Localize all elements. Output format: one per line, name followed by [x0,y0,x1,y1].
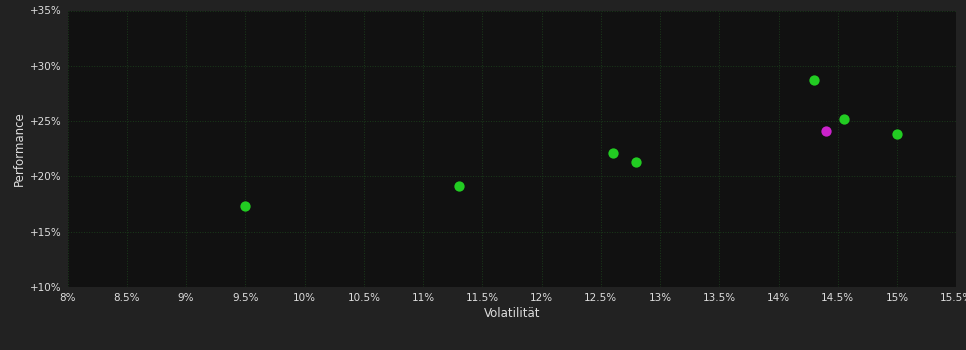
Point [836,116,851,122]
Point [605,150,620,156]
Point [451,183,467,189]
Point [818,128,834,134]
Point [238,203,253,209]
Point [807,77,822,83]
Point [890,132,905,137]
Y-axis label: Performance: Performance [14,111,26,186]
X-axis label: Volatilität: Volatilität [484,307,540,320]
Point [629,159,644,165]
